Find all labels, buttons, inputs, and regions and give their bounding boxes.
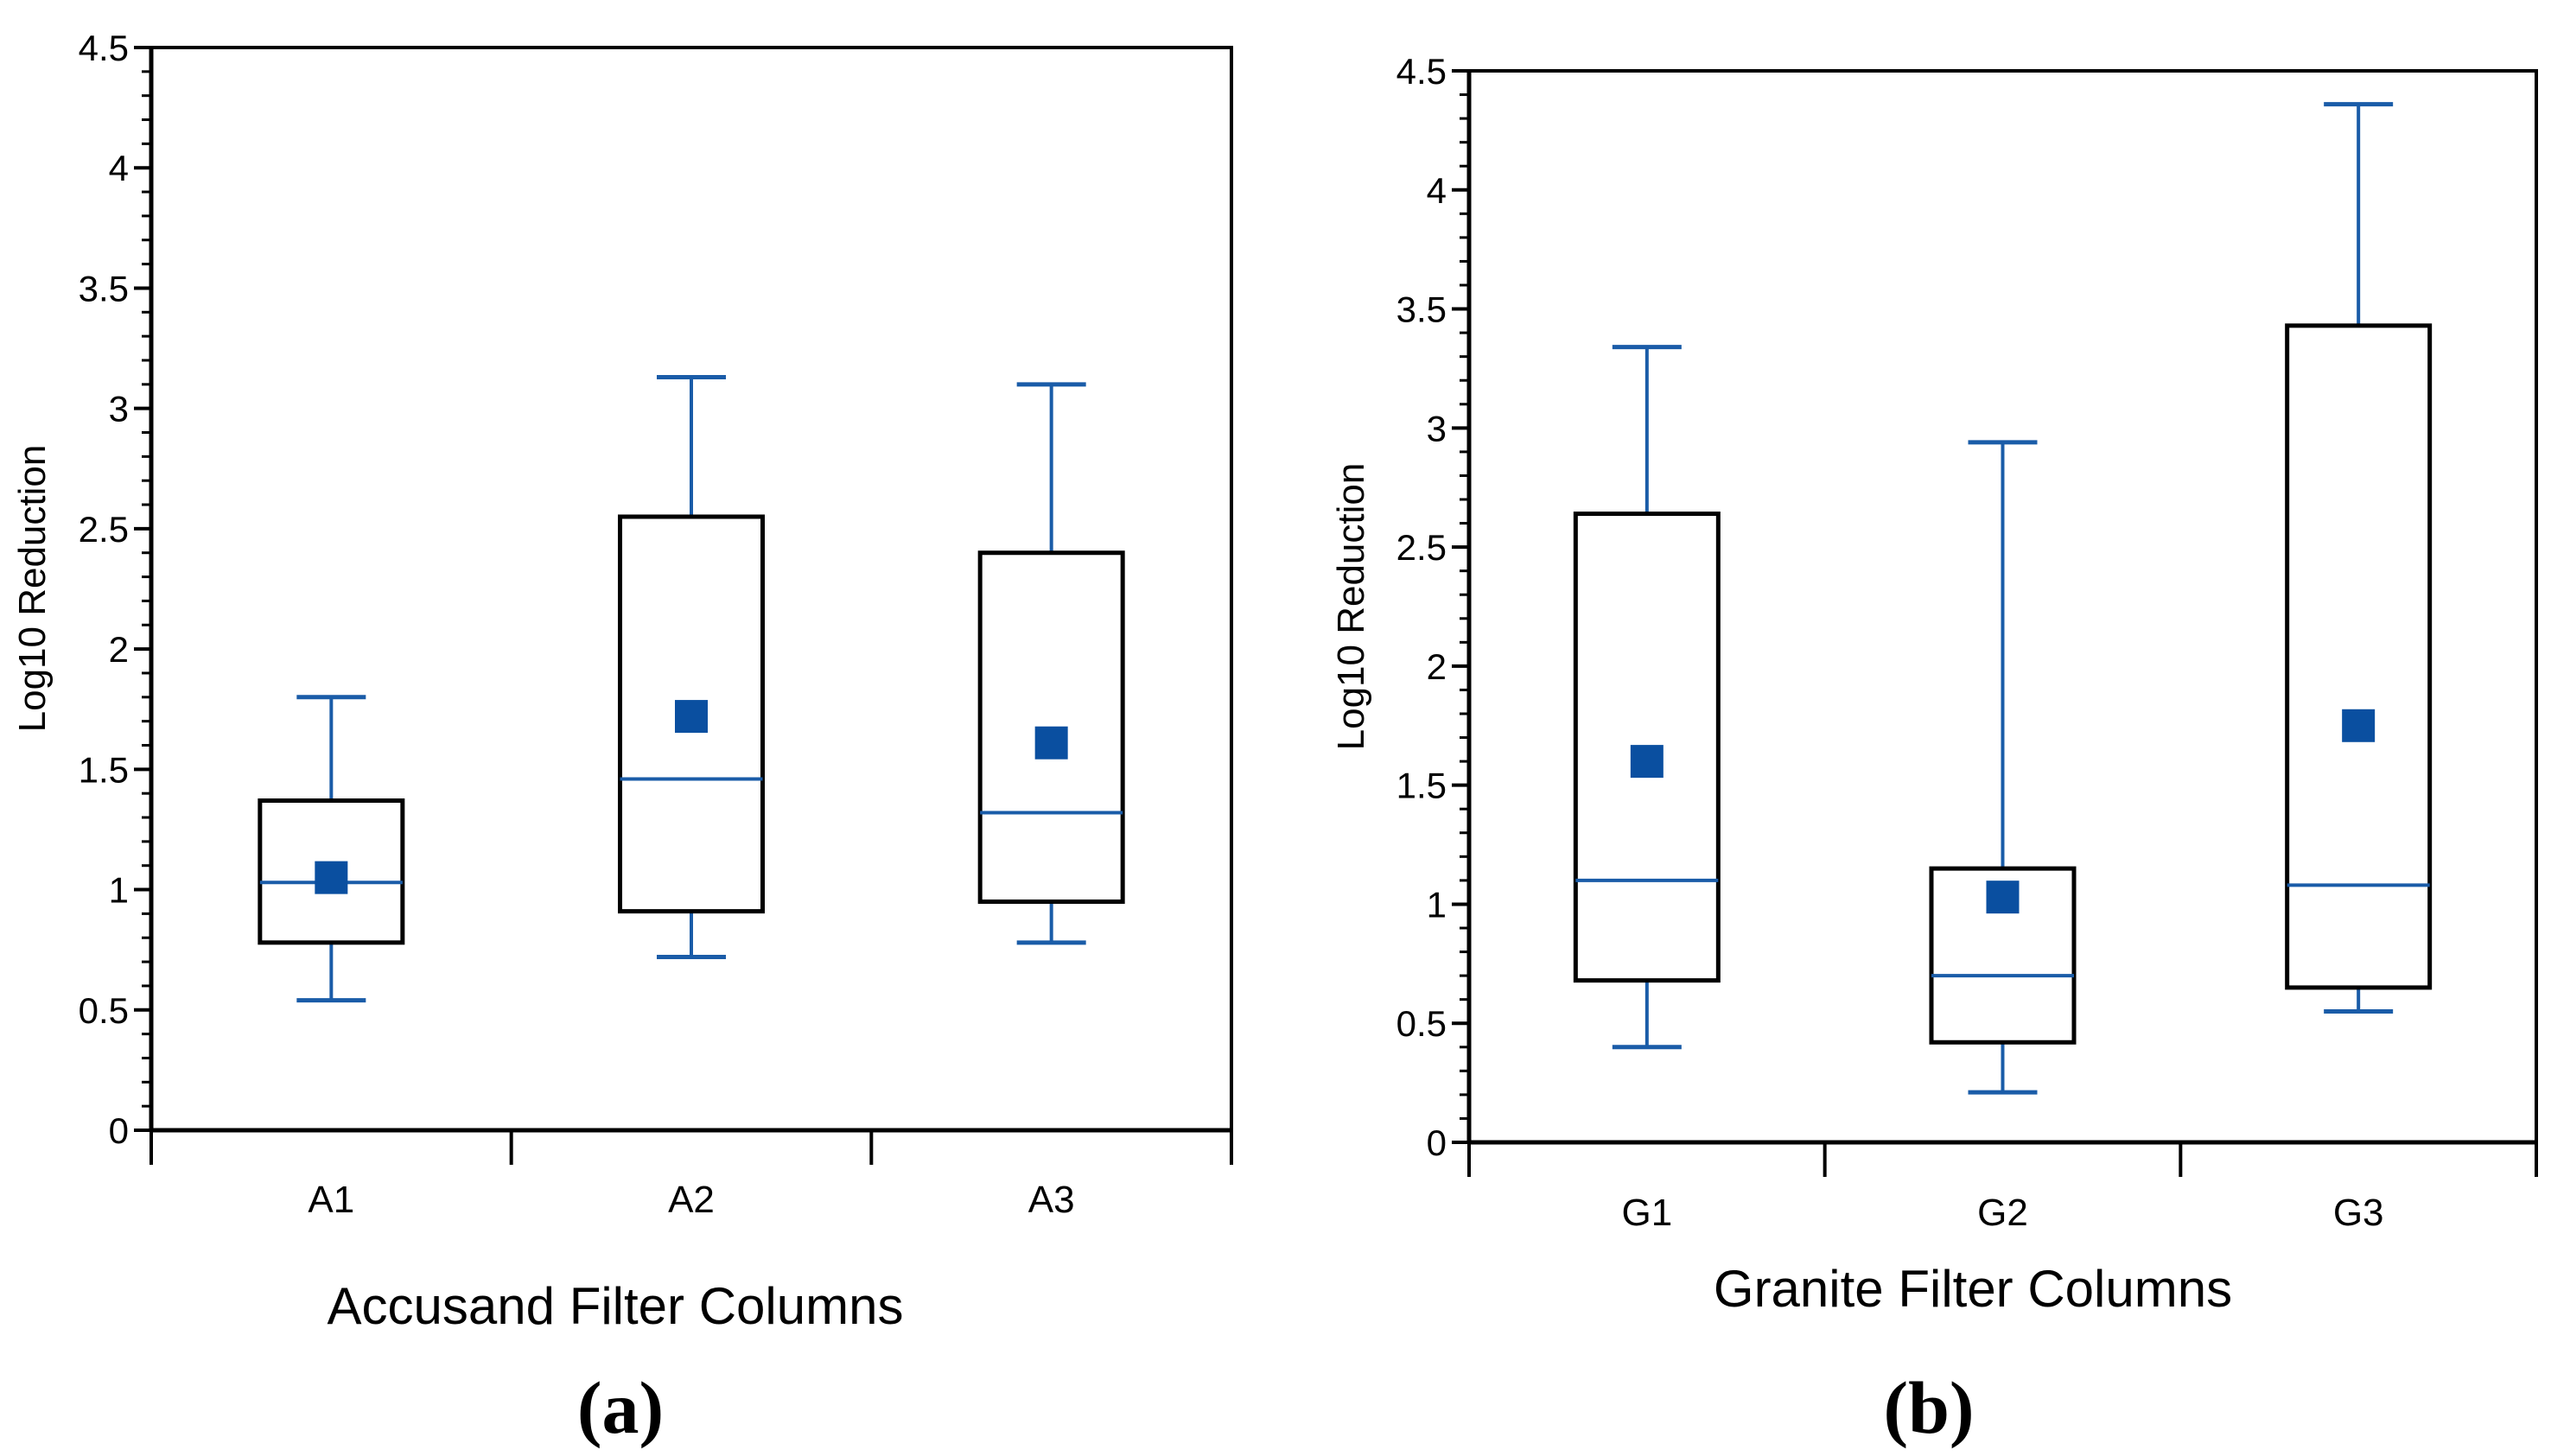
box-g1 (1573, 345, 1721, 1050)
box-g2 (1929, 440, 2077, 1095)
y-axis-ticks: 0 0.5 1 1.5 2 2.5 3 3.5 4 4.5 (1396, 51, 1469, 1163)
box-g3 (2285, 102, 2433, 1014)
box-plot-marks (258, 374, 1125, 1003)
x-axis-ticks: A1 A2 A3 (149, 1130, 1233, 1221)
x-tick-label: G2 (1977, 1192, 2028, 1234)
chart-panel-b: 0 0.5 1 1.5 2 2.5 3 3.5 4 4.5 G1 G2 G3 Log10 Reduct… (1330, 51, 2538, 1449)
x-axis-label: Granite Filter Columns (1714, 1260, 2232, 1318)
box-iqr (2285, 323, 2433, 990)
y-tick-label: 1 (109, 870, 129, 911)
y-tick-label: 0 (1427, 1122, 1447, 1163)
mean-marker (675, 700, 708, 734)
y-tick-label: 0 (109, 1110, 129, 1151)
y-tick-label: 3 (1427, 408, 1447, 448)
y-tick-label: 4 (1427, 170, 1447, 211)
y-tick-label: 3.5 (79, 268, 129, 308)
x-tick-label: A1 (308, 1179, 354, 1221)
x-tick-label: G1 (1621, 1192, 1672, 1234)
box-a2 (618, 374, 765, 960)
y-axis-ticks: 0 0.5 1 1.5 2 2.5 3 3.5 4 4.5 (79, 28, 151, 1151)
y-tick-label: 0.5 (79, 990, 129, 1031)
y-tick-label: 2 (109, 629, 129, 670)
mean-marker (1034, 726, 1068, 760)
x-tick-label: A2 (668, 1179, 715, 1221)
y-axis-label: Log10 Reduction (11, 445, 54, 733)
box-a3 (977, 382, 1125, 945)
y-tick-label: 3.5 (1396, 289, 1447, 330)
box-a1 (258, 695, 405, 1003)
mean-marker (315, 861, 348, 894)
y-tick-label: 2 (1427, 646, 1447, 687)
chart-panel-a: 0 0.5 1 1.5 2 2.5 3 3.5 4 4.5 A1 A2 A3 Log10 Reduct… (11, 28, 1233, 1449)
x-tick-label: G3 (2333, 1192, 2384, 1234)
y-tick-label: 4.5 (79, 28, 129, 68)
box-plot-marks (1573, 102, 2433, 1095)
x-axis-ticks: G1 G2 G3 (1467, 1142, 2538, 1234)
y-tick-label: 0.5 (1396, 1003, 1447, 1044)
y-axis-label: Log10 Reduction (1330, 463, 1372, 751)
mean-marker (1630, 745, 1664, 779)
y-tick-label: 4 (109, 148, 129, 188)
mean-marker (2342, 709, 2376, 742)
panel-label: (a) (577, 1366, 664, 1449)
y-tick-label: 1.5 (79, 749, 129, 790)
mean-marker (1986, 881, 2020, 914)
y-tick-label: 3 (109, 389, 129, 429)
panel-label: (b) (1883, 1366, 1974, 1449)
x-tick-label: A3 (1028, 1179, 1075, 1221)
y-tick-label: 4.5 (1396, 51, 1447, 92)
y-tick-label: 2.5 (1396, 527, 1447, 568)
y-tick-label: 2.5 (79, 509, 129, 550)
y-tick-label: 1 (1427, 884, 1447, 925)
y-tick-label: 1.5 (1396, 766, 1447, 806)
x-axis-label: Accusand Filter Columns (328, 1277, 904, 1335)
